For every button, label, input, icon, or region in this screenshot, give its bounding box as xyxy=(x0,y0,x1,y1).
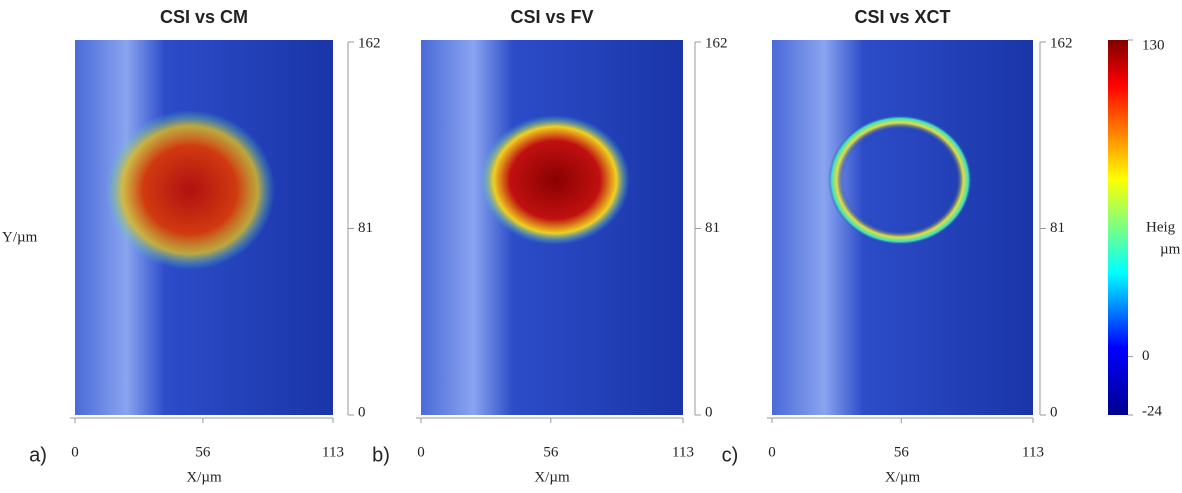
x-tick-label: 56 xyxy=(543,444,559,460)
panel-title: CSI vs XCT xyxy=(854,7,950,27)
y-tick-label: 0 xyxy=(358,404,366,420)
panel-a-image xyxy=(75,40,333,415)
x-tick-label: 0 xyxy=(768,444,776,460)
panel-b-image xyxy=(421,40,683,415)
colorbar-tick-label: 0 xyxy=(1142,348,1150,364)
panel-label: c) xyxy=(722,444,739,466)
x-tick-label: 56 xyxy=(195,444,211,460)
x-axis-label: X/µm xyxy=(534,469,570,485)
y-tick-label: 0 xyxy=(705,404,713,420)
colorbar-label: Heig xyxy=(1146,219,1176,235)
x-tick-label: 0 xyxy=(71,444,79,460)
panel-c-image xyxy=(772,40,1033,415)
x-tick-label: 113 xyxy=(322,444,344,460)
y-tick-label: 162 xyxy=(705,35,728,51)
y-tick-label: 0 xyxy=(1050,404,1058,420)
colorbar xyxy=(1108,40,1128,415)
y-tick-label: 162 xyxy=(358,35,381,51)
colorbar-tick-label: 130 xyxy=(1142,37,1165,53)
y-tick-label: 81 xyxy=(705,220,720,236)
y-tick-label: 162 xyxy=(1050,35,1073,51)
colorbar-tick-label: -24 xyxy=(1142,403,1162,419)
y-tick-label: 81 xyxy=(358,220,373,236)
y-axis-label: Y/µm xyxy=(2,229,38,245)
colorbar-label: µm xyxy=(1160,241,1181,257)
x-tick-label: 113 xyxy=(672,444,694,460)
panel-title: CSI vs CM xyxy=(160,7,248,27)
x-tick-label: 56 xyxy=(894,444,910,460)
panel-label: b) xyxy=(372,444,390,466)
y-tick-label: 81 xyxy=(1050,220,1065,236)
x-axis-label: X/µm xyxy=(186,469,222,485)
x-tick-label: 0 xyxy=(417,444,425,460)
x-axis-label: X/µm xyxy=(885,469,921,485)
x-tick-label: 113 xyxy=(1022,444,1044,460)
panel-title: CSI vs FV xyxy=(510,7,593,27)
panel-label: a) xyxy=(29,444,47,466)
